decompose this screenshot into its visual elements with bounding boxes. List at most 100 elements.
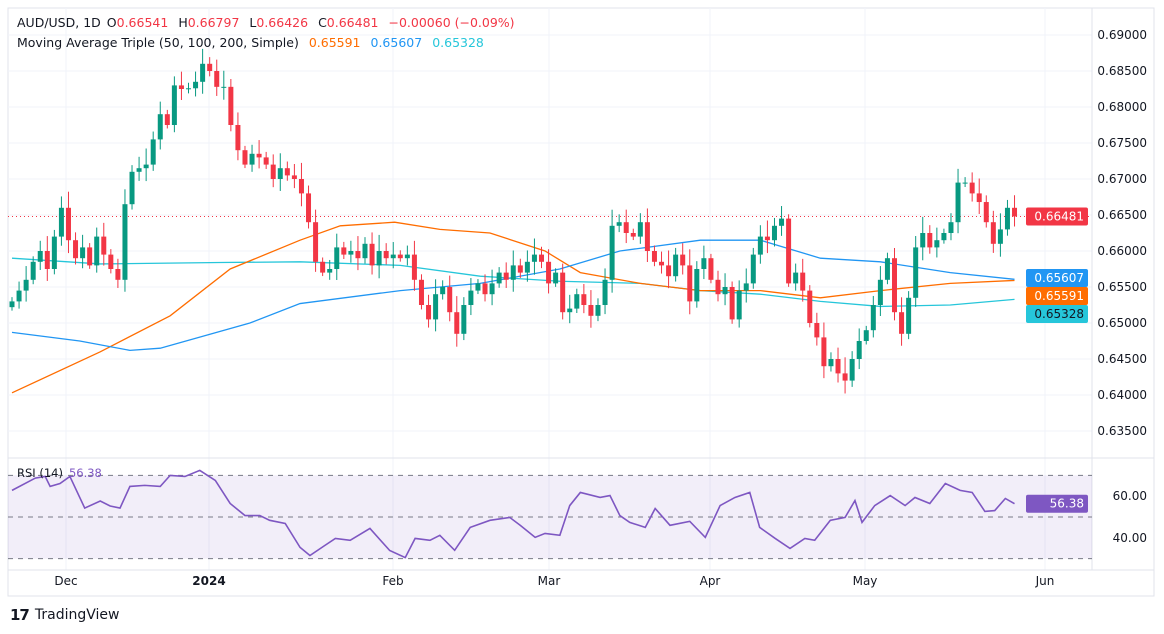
candle <box>736 280 742 328</box>
candle-body <box>687 265 693 302</box>
candle-body <box>207 63 213 71</box>
time-tick-label: Feb <box>382 574 403 588</box>
candle-body <box>115 269 121 280</box>
candle <box>687 249 693 315</box>
candle <box>433 279 439 332</box>
candle <box>644 208 650 262</box>
candle-body <box>242 150 248 165</box>
candle-body <box>164 114 170 125</box>
candle <box>263 151 269 169</box>
candle <box>560 263 566 320</box>
price-tick-label: 0.68500 <box>1097 64 1147 78</box>
candle-body <box>835 359 841 374</box>
candle-body <box>496 272 502 284</box>
candle <box>369 232 375 275</box>
candle <box>764 220 770 254</box>
candle <box>355 236 361 271</box>
candle-body <box>80 247 86 259</box>
rsi-legend: RSI (14) 56.38 <box>17 466 108 480</box>
badge-background <box>1026 287 1088 305</box>
candle-body <box>284 168 290 176</box>
candle <box>814 312 820 346</box>
candle <box>863 325 869 345</box>
candle-body <box>73 240 79 259</box>
candle <box>348 240 354 263</box>
candle <box>341 241 347 259</box>
candle-body <box>800 272 806 291</box>
badge-label: 0.65607 <box>1034 271 1084 285</box>
candle <box>291 164 297 189</box>
candle-body <box>44 251 50 269</box>
candle <box>581 283 587 314</box>
badge-label: 0.65328 <box>1034 307 1084 321</box>
candle <box>404 245 410 266</box>
candle <box>793 263 799 291</box>
candle <box>475 279 481 295</box>
open-value: 0.66541 <box>116 15 169 30</box>
candle <box>37 240 43 270</box>
time-tick-label: Dec <box>54 574 77 588</box>
rsi-pane <box>8 469 1092 560</box>
symbol-label[interactable]: AUD/USD, 1D <box>17 15 101 30</box>
price-axis[interactable]: 0.69000 0.68500 0.68000 0.67500 0.67000 0.665… <box>1097 28 1147 545</box>
rsi-name[interactable]: RSI (14) <box>17 466 63 480</box>
candle-body <box>644 222 650 251</box>
candle-body <box>983 202 989 223</box>
candle <box>630 228 636 241</box>
candle <box>362 237 368 264</box>
candle-body <box>277 168 283 179</box>
candle-body <box>433 294 439 320</box>
candle-body <box>235 125 241 151</box>
candle-body <box>870 305 876 331</box>
candle-body <box>87 247 93 266</box>
candle-body <box>1012 207 1018 217</box>
candle <box>461 297 467 341</box>
tradingview-logo[interactable]: 17 TradingView <box>10 606 119 624</box>
candle <box>376 234 382 279</box>
brand-name: TradingView <box>34 607 120 623</box>
time-tick-label: 2024 <box>192 574 225 588</box>
candle-body <box>546 261 552 284</box>
time-axis[interactable]: Dec 2024 Feb Mar Apr May Jun <box>54 574 1054 588</box>
candle <box>390 242 396 269</box>
candle-body <box>214 71 220 87</box>
candle <box>771 217 777 247</box>
candle-body <box>228 86 234 125</box>
candle-body <box>390 254 396 259</box>
candle-body <box>263 157 269 165</box>
candle <box>178 71 184 100</box>
candle <box>1004 199 1010 236</box>
candle-body <box>997 229 1003 244</box>
candle <box>546 249 552 294</box>
change-value: −0.00060 (−0.09%) <box>388 15 515 30</box>
candle <box>383 243 389 265</box>
candle <box>115 258 121 288</box>
candle <box>200 48 206 94</box>
candle-body <box>757 236 763 255</box>
candle <box>927 225 933 254</box>
candle-body <box>503 272 509 280</box>
candle <box>277 153 283 191</box>
candle <box>468 278 474 316</box>
candle <box>256 140 262 169</box>
candle <box>157 101 163 150</box>
candle-body <box>955 182 961 223</box>
ma100-price-badge: 0.65607 <box>1026 269 1088 287</box>
candle <box>228 78 234 132</box>
candle <box>136 156 142 181</box>
candle <box>242 145 248 169</box>
candle <box>623 209 629 244</box>
candle-body <box>969 182 975 194</box>
candle <box>411 240 417 291</box>
candle <box>870 295 876 338</box>
candle-body <box>630 233 636 237</box>
candle <box>574 288 580 313</box>
candle <box>235 112 241 161</box>
low-value: 0.66426 <box>256 15 309 30</box>
candle <box>708 253 714 284</box>
ma-indicator-name[interactable]: Moving Average Triple (50, 100, 200, Sim… <box>17 35 299 50</box>
candle <box>757 225 763 264</box>
candle-body <box>108 254 114 269</box>
candle-body <box>913 247 919 298</box>
